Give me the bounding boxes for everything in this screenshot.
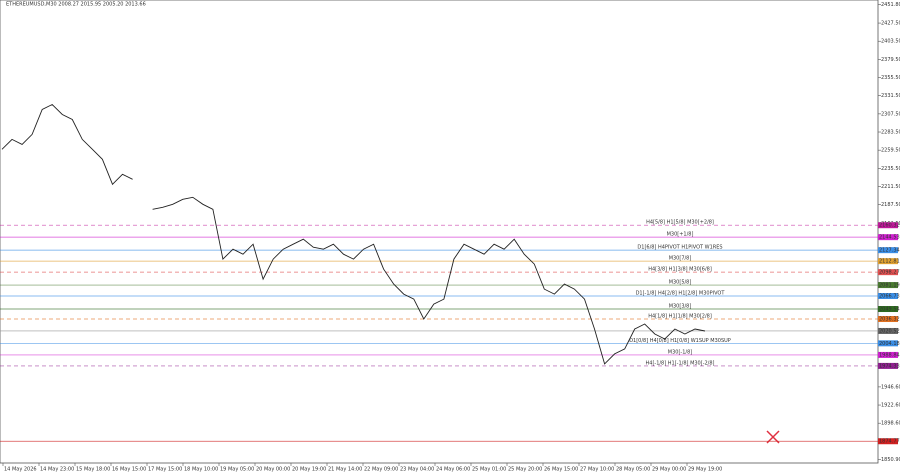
x-tick-label: 29 May 19:00	[688, 467, 722, 473]
y-tick-label: 1898.60	[881, 421, 900, 427]
x-tick-label: 15 May 18:00	[76, 467, 110, 473]
price-tag-label: 2036.32	[879, 317, 900, 323]
y-tick-label: 1922.60	[881, 403, 900, 409]
y-tick-label: 2187.50	[881, 202, 900, 208]
x-tick-label: 17 May 15:00	[148, 467, 182, 473]
level-label: M30[3/8]	[669, 304, 692, 310]
price-tag	[878, 222, 898, 229]
price-tag	[878, 438, 898, 445]
x-tick-label: 18 May 10:00	[184, 467, 218, 473]
y-tick-label: 2379.50	[881, 57, 900, 63]
y-tick-label: 2403.50	[881, 39, 900, 45]
x-tick-label: 21 May 14:00	[328, 467, 362, 473]
level-label: M30[5/8]	[669, 280, 692, 286]
level-label: H4[3/8] H1[3/8] M30[6/8]	[648, 267, 712, 273]
x-tick-label: 25 May 20:00	[508, 467, 542, 473]
price-tag-label: 1874.77	[879, 439, 900, 445]
price-tag	[878, 282, 898, 289]
x-tick-label: 24 May 06:00	[436, 467, 470, 473]
x-tick-label: 29 May 00:00	[652, 467, 686, 473]
y-tick-label: 2307.50	[881, 111, 900, 117]
x-tick-label: 28 May 05:00	[616, 467, 650, 473]
price-tag	[878, 247, 898, 254]
chart-title: ETHEREUMUSD,M30 2008.27 2015.95 2005.20 …	[6, 2, 146, 8]
y-tick-label: 2283.50	[881, 130, 900, 136]
price-tag-label: 2160.32	[879, 223, 900, 229]
price-tag-label: 1974.33	[879, 363, 900, 369]
x-tick-label: 23 May 04:00	[400, 467, 434, 473]
price-tag	[878, 269, 898, 276]
y-tick-label: 2427.50	[881, 21, 900, 27]
y-tick-label: 2451.80	[881, 2, 900, 8]
x-tick-label: 14 May 23:00	[40, 467, 74, 473]
price-tag-label: 2081.19	[879, 283, 900, 289]
level-label: D1[0/8] H4[0/8] H1[0/8] W1SUP M30SUP	[629, 338, 731, 344]
price-tag-label: 2098.27	[879, 270, 900, 276]
y-tick-label: 2355.50	[881, 75, 900, 81]
price-tag-label: 2066.73	[879, 294, 900, 300]
x-tick-label: 25 May 01:00	[472, 467, 506, 473]
price-tag	[878, 306, 898, 313]
current-price-label: 2020.52	[879, 328, 900, 334]
x-tick-label: 16 May 15:00	[112, 467, 146, 473]
price-tag	[878, 293, 898, 300]
price-tag-label: 2112.81	[879, 259, 900, 265]
level-label: H4[-1/8] H1[-1/8] M30[-2/8]	[646, 360, 715, 366]
level-label: M30[7/8]	[669, 256, 692, 262]
price-tag	[878, 362, 898, 369]
level-label: M30[-1/8]	[668, 349, 692, 355]
y-tick-label: 1850.90	[881, 457, 900, 463]
x-tick-label: 20 May 00:00	[256, 467, 290, 473]
x-tick-label: 14 May 2026	[4, 467, 37, 473]
level-label: H4[1/8] H1[1/8] M30[2/8]	[648, 314, 712, 320]
y-tick-label: 2235.50	[881, 166, 900, 172]
y-tick-label: 2331.50	[881, 93, 900, 99]
price-tag	[878, 316, 898, 323]
price-tag	[878, 351, 898, 358]
y-tick-label: 1946.60	[881, 384, 900, 390]
level-label: H4[5/8] H1[5/8] M30[+2/8]	[646, 220, 714, 226]
current-price-tag	[878, 327, 898, 334]
x-tick-label: 26 May 15:00	[544, 467, 578, 473]
x-tick-label: 20 May 19:00	[292, 467, 326, 473]
price-tag-label: 2049.54	[879, 307, 900, 313]
y-tick-label: 2211.50	[881, 184, 900, 190]
level-label: M30[+1/8]	[667, 232, 694, 238]
price-tag-label: 2127.34	[879, 248, 900, 254]
level-label: D1[6/8] H4PIVOT H1PIVOT W1RES	[637, 245, 722, 251]
price-tag	[878, 258, 898, 265]
level-label: D1[-1/8] H4[2/8] H1[2/8] M30PIVOT	[636, 291, 726, 297]
price-tag-label: 2004.18	[879, 341, 900, 347]
plot-frame	[0, 0, 879, 464]
x-tick-label: 19 May 05:00	[220, 467, 254, 473]
price-tag	[878, 340, 898, 347]
y-tick-label: 2259.50	[881, 148, 900, 154]
price-tag-label: 2144.53	[879, 235, 900, 241]
x-tick-label: 27 May 10:00	[580, 467, 614, 473]
price-tag	[878, 234, 898, 241]
x-tick-label: 22 May 09:00	[364, 467, 398, 473]
price-tag-label: 1988.84	[879, 352, 900, 358]
price-line	[1, 103, 706, 365]
